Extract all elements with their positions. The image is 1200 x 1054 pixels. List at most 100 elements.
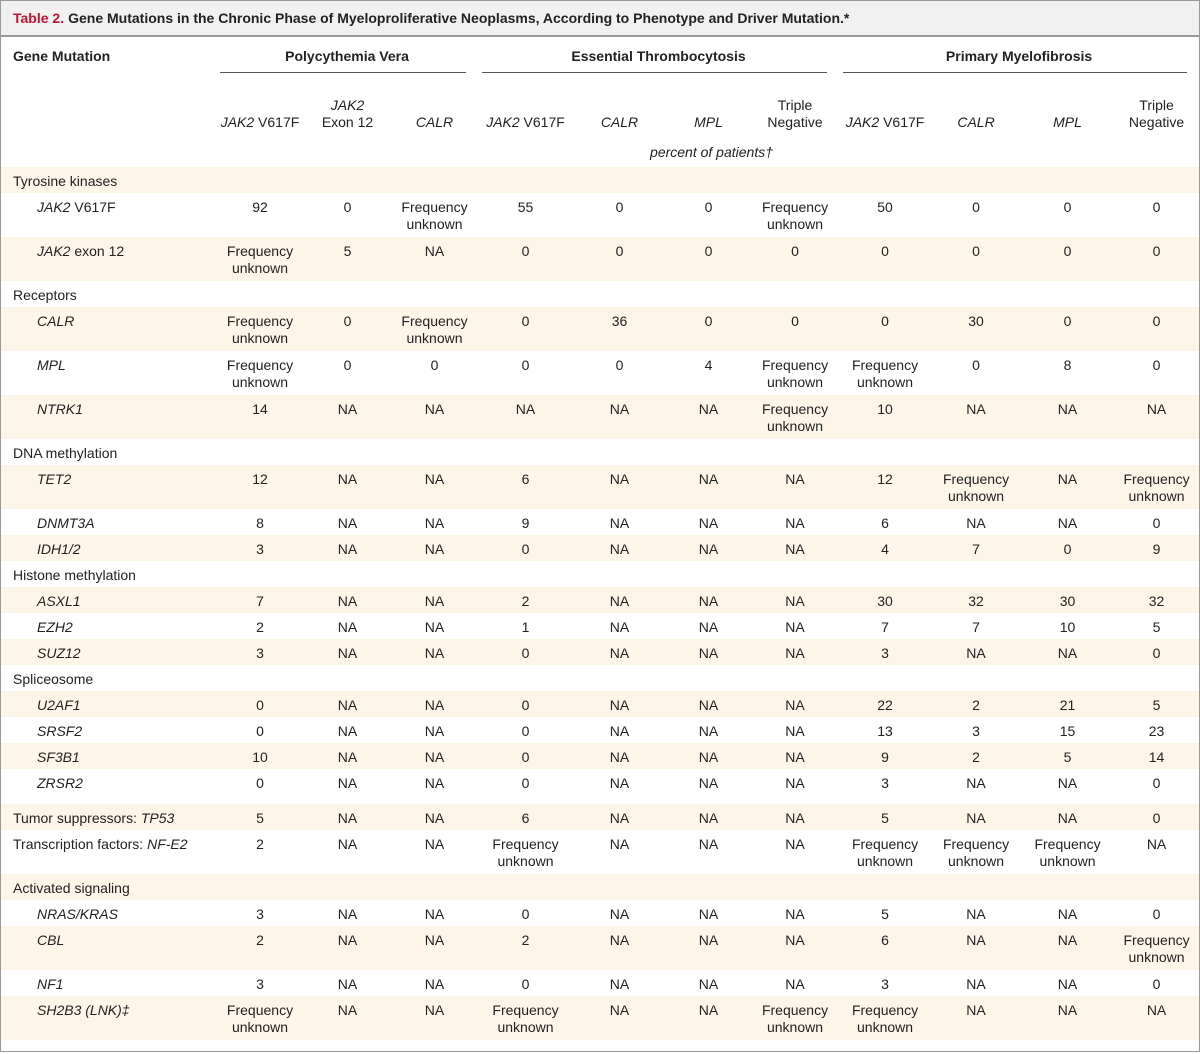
table-row: EZH2 2 NA NA 1 NA NA NA 7 7 10 5 xyxy=(1,613,1199,639)
value-cell: Frequency unknown xyxy=(1114,926,1200,970)
spacer-row xyxy=(1,795,1200,804)
value-cell: NA xyxy=(391,743,478,769)
value-cell: 0 xyxy=(1114,639,1200,665)
group-underline xyxy=(843,72,1188,73)
table-row: CALR Frequency unknown 0 Frequency unknown 0… xyxy=(1,307,1200,351)
subcolumn-gene: CALR xyxy=(415,114,454,130)
value-cell: 5 xyxy=(304,237,391,281)
gene-name: SF3B1 xyxy=(1,743,216,769)
value-cell: 0 xyxy=(521,357,530,373)
value-cell: Frequency unknown xyxy=(851,357,919,390)
value-cell: 0 xyxy=(1152,775,1161,791)
value-cell: 7 xyxy=(931,535,1022,561)
value-cell: 10 xyxy=(839,395,932,439)
value-cell: NA xyxy=(609,515,630,531)
value-cell: Frequency unknown xyxy=(931,465,1022,509)
spacer xyxy=(1,795,1200,804)
value-cell: 3 xyxy=(839,639,932,665)
value-cell: 4 xyxy=(704,357,713,373)
gene-name: MPL xyxy=(1,351,216,395)
gene-symbol: DNMT3A xyxy=(37,515,95,531)
category-label: Tyrosine kinases xyxy=(1,167,1200,193)
value-cell: 0 xyxy=(430,357,439,373)
value-cell: 32 xyxy=(1114,587,1200,613)
value-cell: NA xyxy=(1057,515,1078,531)
gene-symbol: JAK2 xyxy=(37,199,71,215)
subcolumn-header: Triple Negative xyxy=(751,75,839,137)
subcolumn-text: V617F xyxy=(519,114,565,130)
value-cell: 6 xyxy=(881,515,889,531)
table-row: NTRK1 14 NA NA NA NA NA Frequency unknown 10 NA NA… xyxy=(1,395,1200,439)
value-cell: NA xyxy=(1021,926,1115,970)
value-cell: Frequency unknown xyxy=(761,357,829,390)
value-cell: 0 xyxy=(666,237,751,281)
value-cell: NA xyxy=(424,906,445,922)
gene-name: EZH2 xyxy=(1,613,216,639)
value-cell: 0 xyxy=(343,357,352,373)
value-cell: Frequency unknown xyxy=(1114,465,1200,509)
value-cell: 5 xyxy=(1021,743,1115,769)
value-cell: NA xyxy=(573,639,666,665)
value-cell: NA xyxy=(424,723,445,739)
value-cell: 6 xyxy=(839,926,932,970)
value-cell: Frequency unknown xyxy=(1034,836,1101,869)
value-cell: 0 xyxy=(751,307,840,351)
gene-symbol: SUZ12 xyxy=(37,645,81,661)
subcolumn-header: CALR xyxy=(391,75,478,137)
value-cell: 0 xyxy=(1021,535,1115,561)
value-cell: 0 xyxy=(343,199,352,215)
value-cell: NA xyxy=(391,926,478,970)
value-cell: 3 xyxy=(256,976,264,992)
value-cell: 0 xyxy=(573,237,666,281)
value-cell: 36 xyxy=(573,307,666,351)
table-row: DNMT3A 8 NA NA 9 NA NA NA 6 NA NA 0 xyxy=(1,509,1199,535)
group-underline xyxy=(482,72,828,73)
units-row: percent of patients† xyxy=(1,137,1199,167)
subcolumn-header: CALR xyxy=(573,75,666,137)
value-cell: NA xyxy=(1146,836,1167,852)
subcolumn-gene: MPL xyxy=(694,114,723,130)
value-cell: NA xyxy=(1021,465,1115,509)
value-cell: NA xyxy=(666,639,751,665)
value-cell: 8 xyxy=(256,515,264,531)
value-cell: 0 xyxy=(751,237,840,281)
value-cell: NA xyxy=(609,906,630,922)
gene-symbol: SRSF2 xyxy=(37,723,83,739)
value-cell: NA xyxy=(931,804,1022,830)
value-cell: NA xyxy=(573,743,666,769)
value-cell: Frequency unknown xyxy=(401,199,468,232)
gene-symbol: EZH2 xyxy=(37,619,73,635)
value-cell: NA xyxy=(966,775,986,791)
value-cell: 0 xyxy=(972,357,980,373)
gene-symbol: CBL xyxy=(37,932,65,948)
value-cell: 9 xyxy=(521,515,530,531)
value-cell: NA xyxy=(751,587,840,613)
value-cell: NA xyxy=(785,775,805,791)
category-label: DNA methylation xyxy=(13,445,118,461)
subcolumn-text: Triple Negative xyxy=(1128,97,1185,130)
table-row: ASXL1 7 NA NA 2 NA NA NA 30 32 30 32 xyxy=(1,587,1200,613)
value-cell: NA xyxy=(391,587,478,613)
value-cell: NA xyxy=(931,926,1022,970)
gene-symbol: NF1 xyxy=(37,976,64,992)
group-header-primary-myelofibrosis: Primary Myelofibrosis xyxy=(839,37,1199,75)
value-cell: NA xyxy=(931,996,1022,1040)
table-row: U2AF1 0 NA NA 0 NA NA NA 22 2 21 5 xyxy=(1,691,1200,717)
value-cell: 0 xyxy=(931,237,1022,281)
value-cell: 55 xyxy=(517,199,534,215)
value-cell: NA xyxy=(304,691,391,717)
value-cell: NA xyxy=(391,395,478,439)
value-cell: 5 xyxy=(881,906,889,922)
value-cell: 12 xyxy=(839,465,932,509)
value-cell: 6 xyxy=(478,804,573,830)
table-caption: Gene Mutations in the Chronic Phase of M… xyxy=(68,10,850,26)
value-cell: 22 xyxy=(839,691,932,717)
subcolumn-gene: JAK2 xyxy=(845,114,880,130)
value-cell: NA xyxy=(751,804,840,830)
value-cell: 23 xyxy=(1148,723,1165,739)
value-cell: 3 xyxy=(881,775,889,791)
gene-name: NRAS/KRAS xyxy=(1,900,216,926)
value-cell: 0 xyxy=(521,906,530,922)
value-cell: NA xyxy=(666,804,751,830)
